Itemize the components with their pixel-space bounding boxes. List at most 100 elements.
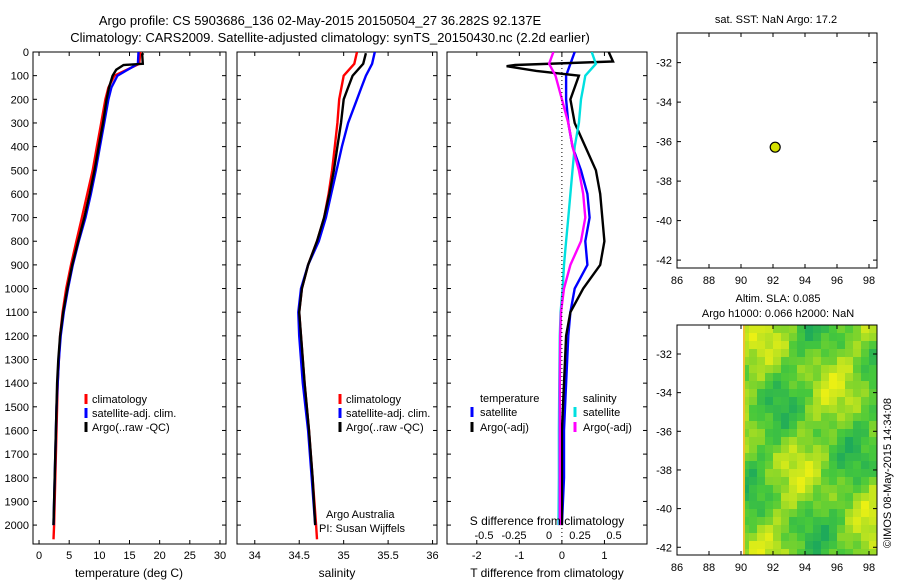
heatmap-cell	[821, 461, 830, 470]
heatmap-cell	[829, 413, 838, 422]
heatmap-cell	[773, 525, 782, 534]
heatmap-cell	[749, 421, 758, 430]
heatmap-cell	[773, 389, 782, 398]
y-tick-label: 200	[11, 94, 29, 106]
salinity-legend-label: satellite-adj. clim.	[346, 408, 430, 420]
heatmap-cell	[765, 405, 774, 414]
heatmap-cell	[797, 413, 806, 422]
series-line-difference-0	[560, 52, 591, 526]
heatmap-cell	[781, 445, 790, 454]
heatmap-cell	[743, 421, 750, 430]
heatmap-cell	[853, 549, 862, 555]
sla-map-x-tick-label: 92	[767, 562, 779, 574]
sst-map-x-tick-label: 86	[671, 275, 683, 287]
heatmap-cell	[773, 453, 782, 462]
heatmap-cell	[853, 485, 862, 494]
heatmap-cell	[861, 381, 870, 390]
heatmap-cell	[757, 349, 766, 358]
heatmap-cell	[805, 445, 814, 454]
heatmap-cell	[829, 341, 838, 350]
heatmap-cell	[821, 485, 830, 494]
heatmap-cell	[805, 549, 814, 555]
heatmap-cell	[757, 333, 766, 342]
heatmap-cell	[749, 357, 758, 366]
sla-map-x-tick-label: 88	[703, 562, 715, 574]
heatmap-cell	[757, 533, 766, 542]
heatmap-cell	[789, 549, 798, 555]
heatmap-cell	[829, 509, 838, 518]
heatmap-cell	[773, 349, 782, 358]
heatmap-cell	[821, 413, 830, 422]
heatmap-cell	[829, 429, 838, 438]
heatmap-cell	[757, 429, 766, 438]
heatmap-cell	[805, 429, 814, 438]
heatmap-cell	[743, 469, 750, 478]
heatmap-cell	[829, 525, 838, 534]
sla-map-y-tick-label: -40	[656, 504, 672, 516]
heatmap-cell	[837, 413, 846, 422]
heatmap-cell	[789, 437, 798, 446]
diff-legend-label: satellite	[583, 407, 620, 419]
heatmap-cell	[837, 429, 846, 438]
heatmap-cell	[749, 549, 758, 555]
x-tick-label-salinity: 35.5	[377, 550, 398, 562]
heatmap-cell	[797, 325, 806, 334]
heatmap-cell	[837, 533, 846, 542]
heatmap-cell	[749, 333, 758, 342]
sla-map-y-tick-label: -36	[656, 426, 672, 438]
heatmap-cell	[837, 453, 846, 462]
heatmap-cell	[821, 445, 830, 454]
heatmap-cell	[861, 453, 870, 462]
heatmap-cell	[797, 357, 806, 366]
heatmap-cell	[845, 477, 854, 486]
heatmap-cell	[845, 381, 854, 390]
heatmap-cell	[845, 549, 854, 555]
heatmap-cell	[869, 373, 877, 382]
x-tick-label-salinity: 35	[338, 550, 350, 562]
heatmap-cell	[845, 501, 854, 510]
heatmap-cell	[829, 493, 838, 502]
heatmap-cell	[765, 341, 774, 350]
heatmap-cell	[869, 421, 877, 430]
x-axis-label-salinity: salinity	[319, 566, 356, 580]
heatmap-cell	[829, 501, 838, 510]
sla-map-x-tick-label: 90	[735, 562, 747, 574]
heatmap-cell	[821, 549, 830, 555]
x-axis-label-temperature: temperature (deg C)	[75, 566, 183, 580]
heatmap-cell	[861, 413, 870, 422]
heatmap-cell	[765, 333, 774, 342]
heatmap-cell	[813, 469, 822, 478]
heatmap-cell	[869, 365, 877, 374]
heatmap-cell	[781, 365, 790, 374]
heatmap-cell	[797, 533, 806, 542]
heatmap-cell	[781, 501, 790, 510]
sla-map-y-tick-label: -32	[656, 349, 672, 361]
heatmap-cell	[757, 477, 766, 486]
heatmap-cell	[781, 469, 790, 478]
heatmap-cell	[781, 341, 790, 350]
heatmap-cell	[861, 421, 870, 430]
heatmap-cell	[861, 509, 870, 518]
y-tick-label: 600	[11, 189, 29, 201]
sla-map-y-tick-label: -38	[656, 465, 672, 477]
heatmap-cell	[743, 333, 750, 342]
heatmap-cell	[765, 381, 774, 390]
heatmap-cell	[829, 517, 838, 526]
heatmap-cell	[853, 493, 862, 502]
y-tick-label: 1100	[5, 307, 29, 319]
heatmap-cell	[797, 349, 806, 358]
heatmap-cell	[749, 501, 758, 510]
heatmap-cell	[765, 373, 774, 382]
heatmap-cell	[869, 325, 877, 334]
heatmap-cell	[781, 429, 790, 438]
heatmap-cell	[765, 469, 774, 478]
heatmap-cell	[743, 485, 750, 494]
heatmap-cell	[765, 325, 774, 334]
heatmap-cell	[743, 357, 750, 366]
heatmap-cell	[853, 381, 862, 390]
heatmap-cell	[869, 445, 877, 454]
y-tick-label: 1800	[5, 473, 29, 485]
heatmap-cell	[749, 461, 758, 470]
heatmap-cell	[813, 533, 822, 542]
